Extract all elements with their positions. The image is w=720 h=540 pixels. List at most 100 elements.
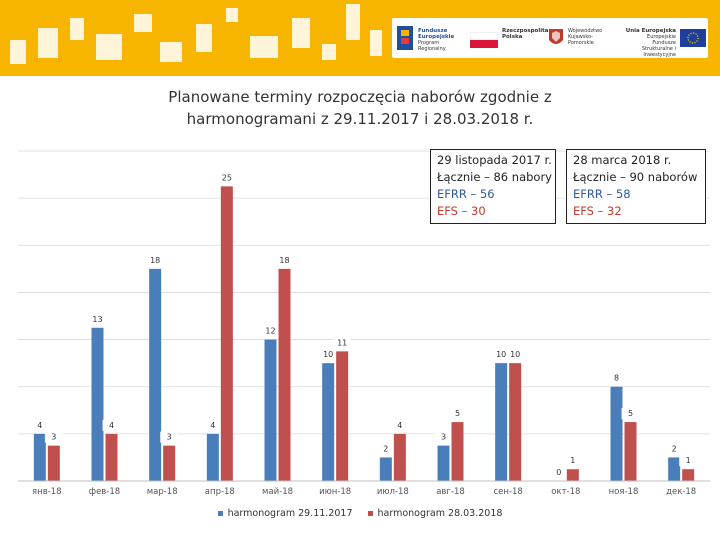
data-label: 12: [265, 327, 275, 336]
data-label: 2: [672, 444, 677, 453]
decorative-square: [250, 36, 278, 58]
header-banner: Fundusze Europejskie Program Regionalny …: [0, 0, 720, 76]
bar-2-0: [47, 445, 60, 481]
data-label-bg: [30, 419, 49, 431]
data-label: 3: [167, 433, 172, 442]
data-label-bg: [434, 431, 453, 443]
decorative-square: [38, 28, 58, 58]
x-tick-label: окт-18: [551, 487, 580, 497]
chart-title: Planowane terminy rozpoczęcia naborów zg…: [60, 86, 660, 130]
bar-2-11: [682, 469, 695, 481]
info-box-total: Łącznie – 86 nabory: [437, 170, 552, 184]
bar-1-10: [610, 386, 623, 481]
chart-legend: harmonogram 29.11.2017 harmonogram 28.03…: [0, 508, 720, 519]
data-label: 3: [441, 433, 446, 442]
decorative-square: [226, 8, 238, 22]
bar-2-9: [566, 469, 579, 481]
polish-flag-icon: [470, 32, 498, 48]
data-label-bg: [217, 172, 236, 184]
data-label-bg: [319, 349, 338, 361]
bar-2-6: [393, 433, 406, 481]
fe-logo-icon: [397, 26, 413, 50]
bar-1-5: [322, 363, 335, 481]
bar-2-1: [105, 433, 118, 481]
bar-1-6: [379, 457, 392, 481]
decorative-square: [10, 40, 26, 64]
decorative-square: [322, 44, 336, 60]
logo-kujawsko-pomorskie: Województwo Kujawsko-Pomorskie: [548, 18, 618, 58]
legend-swatch-series-2: [367, 511, 373, 516]
decorative-square: [346, 4, 360, 40]
info-box-date: 28 marca 2018 r.: [573, 153, 672, 167]
logo-name: Województwo Kujawsko-Pomorskie: [568, 28, 603, 46]
x-tick-label: янв-18: [32, 487, 62, 497]
data-label-bg: [333, 337, 352, 349]
data-label: 18: [150, 256, 160, 265]
decorative-square: [292, 18, 310, 48]
bar-2-10: [624, 422, 637, 481]
data-label: 2: [383, 444, 388, 453]
data-label-bg: [160, 431, 179, 443]
data-label: 10: [323, 350, 333, 359]
data-label-bg: [376, 443, 395, 455]
bar-2-4: [278, 268, 291, 481]
data-label: 10: [496, 350, 506, 359]
decorative-square: [134, 14, 152, 32]
data-label-bg: [549, 467, 568, 478]
legend-label-series-2: harmonogram 28.03.2018: [377, 508, 503, 519]
data-label-bg: [607, 372, 626, 384]
x-tick-label: июл-18: [377, 487, 409, 497]
x-tick-label: фев-18: [89, 487, 120, 497]
data-label: 13: [92, 315, 102, 324]
eu-flag-icon: [680, 29, 706, 47]
data-label-bg: [261, 325, 280, 337]
data-label-bg: [390, 419, 409, 431]
data-label: 1: [686, 456, 691, 465]
chart-title-line-1: Planowane terminy rozpoczęcia naborów zg…: [168, 88, 552, 106]
x-tick-label: мар-18: [147, 487, 178, 497]
data-label-bg: [506, 349, 525, 361]
data-label-bg: [665, 443, 684, 455]
data-label: 11: [337, 338, 347, 347]
info-box-total: Łącznie – 90 naborów: [573, 170, 698, 184]
bar-1-11: [668, 457, 681, 481]
x-tick-label: авг-18: [436, 487, 465, 497]
data-label: 5: [455, 409, 460, 418]
info-box-efs: EFS – 32: [573, 204, 622, 218]
eu-logos-strip: Fundusze Europejskie Program Regionalny …: [392, 18, 708, 58]
coat-of-arms-icon: [549, 29, 563, 44]
data-label: 4: [109, 421, 114, 430]
legend-swatch-series-1: [217, 511, 223, 516]
logo-unia-europejska: Unia Europejska Europejskie Fundusze Str…: [622, 18, 706, 58]
bar-2-3: [220, 186, 233, 481]
data-label-bg: [621, 408, 640, 420]
logo-sub: Europejskie Fundusze Strukturalne i Inwe…: [641, 34, 676, 58]
x-tick-label: сен-18: [493, 487, 522, 497]
bar-1-4: [264, 339, 277, 481]
logo-name: Rzeczpospolita Polska: [502, 28, 549, 40]
bar-1-1: [91, 327, 104, 481]
data-label: 4: [37, 421, 42, 430]
bar-1-2: [149, 268, 162, 481]
bar-1-7: [437, 445, 450, 481]
data-label: 4: [397, 421, 402, 430]
x-tick-label: июн-18: [319, 487, 351, 497]
logo-sub: Program Regionalny: [418, 40, 446, 52]
legend-label-series-1: harmonogram 29.11.2017: [227, 508, 353, 519]
data-label-bg: [88, 313, 107, 325]
decorative-square: [70, 18, 84, 40]
logo-rzeczpospolita: Rzeczpospolita Polska: [470, 18, 549, 58]
logo-name: Fundusze Europejskie: [418, 28, 455, 40]
data-label: 10: [510, 350, 520, 359]
data-label: 0: [556, 468, 561, 477]
bar-1-0: [33, 433, 46, 481]
legend-item-series-1: harmonogram 29.11.2017: [217, 508, 353, 519]
bar-2-5: [336, 351, 349, 481]
bar-2-8: [509, 363, 522, 481]
decorative-square: [96, 34, 122, 60]
bar-1-8: [495, 363, 508, 481]
logo-name: Unia Europejska: [625, 28, 676, 34]
info-box-efrr: EFRR – 58: [573, 187, 631, 201]
x-tick-label: апр-18: [205, 487, 235, 497]
